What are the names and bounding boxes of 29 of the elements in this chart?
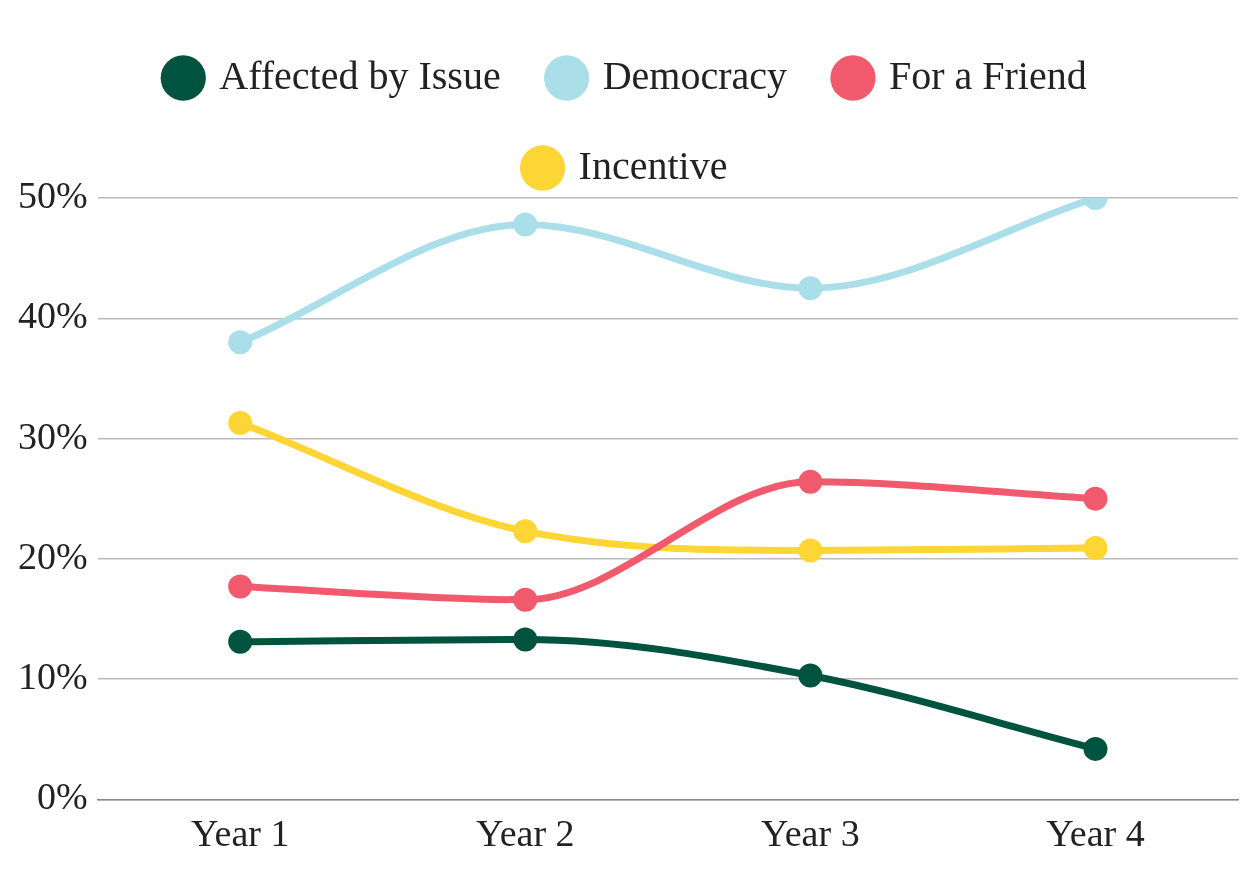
point [1083, 536, 1108, 561]
point [513, 587, 538, 612]
legend-label: Affected by Issue [219, 52, 501, 98]
y-tick-label: 40% [18, 294, 88, 337]
legend-label: Incentive [578, 142, 728, 188]
point [228, 410, 253, 435]
point [798, 276, 823, 301]
y-tick-label: 20% [18, 534, 88, 577]
point [798, 663, 823, 688]
y-tick-label: 10% [18, 655, 88, 698]
x-tick-label: Year 1 [190, 812, 290, 855]
point [513, 627, 538, 652]
x-tick-label: Year 3 [761, 812, 860, 855]
y-tick-label: 0% [37, 775, 88, 818]
point [1083, 736, 1108, 761]
legend-label: For a Friend [888, 52, 1087, 98]
point [228, 574, 253, 599]
point [798, 469, 823, 494]
x-tick-label: Year 2 [476, 812, 575, 855]
legend-label: Democracy [602, 52, 787, 98]
point [228, 629, 253, 654]
y-tick-label: 50% [18, 173, 88, 216]
x-tick-label: Year 4 [1046, 812, 1145, 855]
point [1083, 486, 1108, 511]
point [513, 212, 538, 237]
point [798, 538, 823, 563]
point [513, 519, 538, 544]
point [228, 330, 253, 355]
y-tick-label: 30% [18, 414, 88, 457]
